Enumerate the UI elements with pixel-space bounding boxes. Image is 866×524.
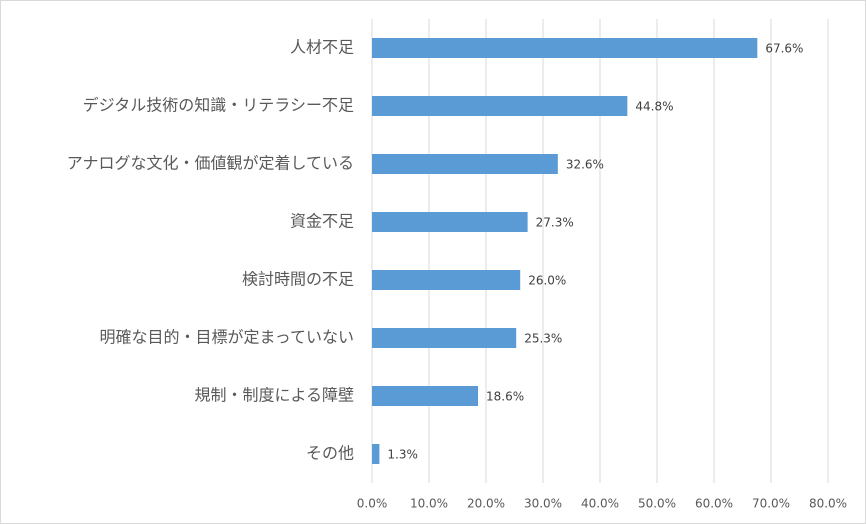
bar bbox=[372, 212, 528, 232]
y-tick-label: 資金不足 bbox=[290, 212, 354, 231]
y-tick-label: 規制・制度による障壁 bbox=[194, 386, 354, 405]
x-tick-label: 20.0% bbox=[467, 497, 505, 511]
x-tick-label: 10.0% bbox=[410, 497, 448, 511]
bar bbox=[372, 270, 521, 290]
x-tick-label: 0.0% bbox=[357, 497, 388, 511]
y-tick-label: アナログな文化・価値観が定着している bbox=[67, 154, 354, 173]
y-tick-label: デジタル技術の知識・リテラシー不足 bbox=[83, 96, 354, 115]
x-tick-label: 30.0% bbox=[524, 497, 562, 511]
x-tick-label: 80.0% bbox=[809, 497, 847, 511]
bar bbox=[372, 386, 479, 406]
value-label: 27.3% bbox=[536, 216, 574, 230]
value-label: 44.8% bbox=[635, 100, 673, 114]
y-tick-label: 明確な目的・目標が定まっていない bbox=[99, 328, 354, 347]
value-label: 1.3% bbox=[387, 448, 418, 462]
value-label: 67.6% bbox=[765, 42, 803, 56]
value-label: 18.6% bbox=[486, 390, 524, 404]
bar bbox=[372, 328, 517, 348]
y-tick-label: 人材不足 bbox=[290, 38, 354, 57]
x-tick-label: 60.0% bbox=[695, 497, 733, 511]
x-tick-label: 70.0% bbox=[752, 497, 790, 511]
bar bbox=[372, 444, 380, 464]
y-tick-label: 検討時間の不足 bbox=[242, 270, 354, 289]
bar bbox=[372, 96, 628, 116]
value-label: 25.3% bbox=[524, 332, 562, 346]
x-tick-label: 50.0% bbox=[638, 497, 676, 511]
bar bbox=[372, 154, 558, 174]
value-label: 32.6% bbox=[566, 158, 604, 172]
x-tick-label: 40.0% bbox=[581, 497, 619, 511]
value-label: 26.0% bbox=[528, 274, 566, 288]
y-tick-label: その他 bbox=[306, 444, 354, 463]
bar bbox=[372, 38, 758, 58]
